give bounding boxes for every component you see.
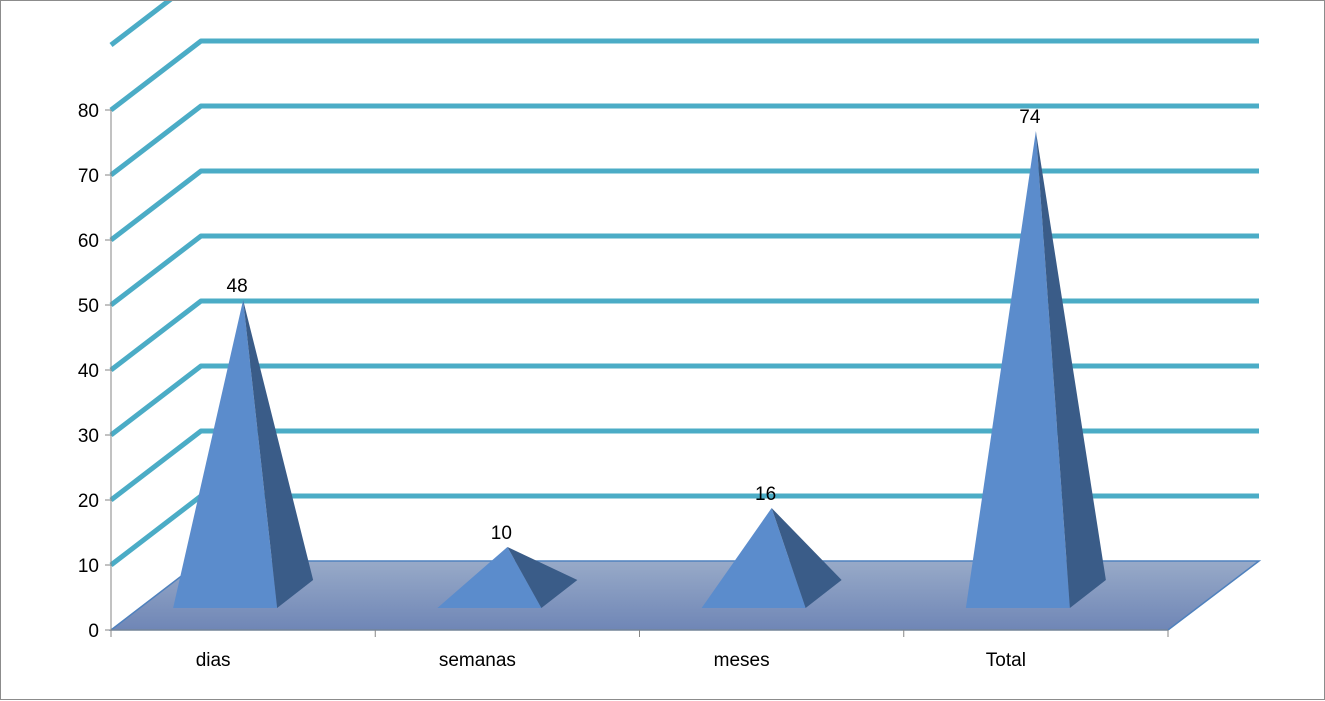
gridline — [109, 363, 1259, 437]
gridline — [109, 298, 1259, 372]
gridline — [109, 1, 173, 47]
data-label: 74 — [1019, 107, 1041, 128]
x-category-label: Total — [986, 650, 1026, 671]
y-tick-label: 50 — [78, 296, 99, 317]
pyramid-front-meses — [701, 508, 806, 608]
data-label: 48 — [227, 276, 248, 297]
y-tick-label: 20 — [78, 491, 99, 512]
y-tick-label: 0 — [88, 621, 99, 642]
x-category-label: meses — [714, 650, 770, 671]
gridline — [109, 428, 1259, 502]
y-tick-label: 10 — [78, 556, 99, 577]
y-tick-label: 60 — [78, 231, 99, 252]
y-tick-label: 40 — [78, 361, 99, 382]
x-category-label: semanas — [439, 650, 516, 671]
x-category-label: dias — [196, 650, 231, 671]
pyramid-front-semanas — [437, 547, 542, 608]
y-tick-label: 70 — [78, 166, 99, 187]
data-label: 16 — [755, 484, 776, 505]
gridline — [109, 103, 1259, 177]
y-tick-label: 80 — [78, 101, 99, 122]
y-tick-label: 30 — [78, 426, 99, 447]
gridline — [109, 38, 1259, 112]
gridline — [109, 233, 1259, 307]
gridline — [109, 168, 1259, 242]
pyramid-side-semanas — [507, 547, 578, 608]
data-label: 10 — [491, 523, 512, 544]
pyramid-front-dias — [173, 300, 278, 608]
pyramid-front-Total — [965, 131, 1070, 608]
pyramid-side-dias — [243, 300, 314, 608]
pyramid-side-meses — [771, 508, 842, 608]
pyramid-side-Total — [1035, 131, 1106, 608]
